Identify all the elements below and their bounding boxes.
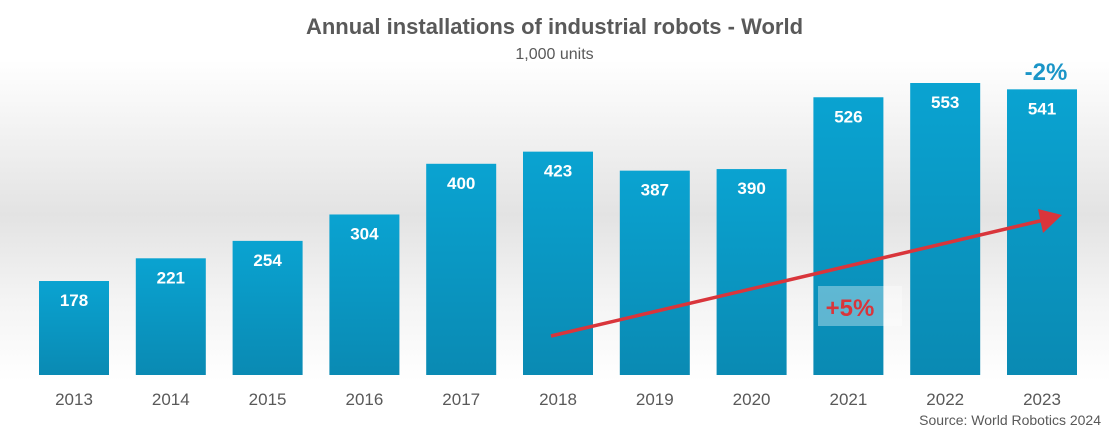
x-tick-label-2013: 2013 — [55, 390, 93, 409]
bar-2023 — [1007, 89, 1077, 375]
bar-value-label-2014: 221 — [157, 268, 185, 287]
bar-value-label-2021: 526 — [834, 107, 862, 126]
trend-arrow-head — [1038, 209, 1062, 233]
chart-subtitle: 1,000 units — [515, 46, 594, 63]
bar-value-label-2022: 553 — [931, 93, 959, 112]
cagr-label-box — [818, 286, 902, 326]
bar-2019 — [619, 170, 690, 375]
chart-title: Annual installations of industrial robot… — [305, 14, 804, 39]
bar-value-label-2015: 254 — [253, 251, 282, 270]
x-tick-label-2018: 2018 — [539, 390, 577, 409]
bar-value-label-2023: 541 — [1028, 99, 1056, 118]
x-tick-label-2022: 2022 — [926, 390, 964, 409]
bar-2018 — [523, 151, 593, 375]
bar-value-label-2019: 387 — [641, 181, 669, 200]
trend-arrow-line — [550, 218, 1045, 338]
bar-2013 — [39, 281, 109, 375]
x-tick-label-2019: 2019 — [636, 390, 674, 409]
bars-group: 178 221 254 304 400 423 387 390 526 553 541 — [39, 83, 1077, 376]
x-tick-label-2023: 2023 — [1023, 390, 1061, 409]
bar-value-label-2018: 423 — [544, 162, 572, 181]
source-note: Source: World Robotics 2024 — [919, 412, 1101, 428]
bar-2022 — [910, 83, 981, 375]
bar-2015 — [232, 240, 303, 375]
x-tick-label-2021: 2021 — [829, 390, 867, 409]
bar-value-label-2020: 390 — [737, 179, 765, 198]
x-tick-labels: 2013 2014 2015 2016 2017 2018 2019 2020 2021 2022… — [55, 390, 1061, 409]
bar-2016 — [329, 214, 400, 375]
change-label: -2% — [1025, 59, 1068, 86]
bar-value-label-2016: 304 — [350, 224, 379, 243]
x-tick-label-2020: 2020 — [733, 390, 771, 409]
bar-2020 — [716, 169, 787, 375]
x-tick-label-2017: 2017 — [442, 390, 480, 409]
bar-2021 — [813, 97, 884, 376]
cagr-label: +5% — [826, 295, 875, 322]
x-tick-label-2015: 2015 — [249, 390, 287, 409]
x-tick-label-2016: 2016 — [345, 390, 383, 409]
x-tick-label-2014: 2014 — [152, 390, 190, 409]
bar-value-label-2013: 178 — [60, 291, 88, 310]
bar-2017 — [426, 163, 497, 375]
bar-value-label-2017: 400 — [447, 174, 475, 193]
bar-2014 — [135, 258, 206, 375]
trend-annotation: +5% — [550, 209, 1062, 338]
